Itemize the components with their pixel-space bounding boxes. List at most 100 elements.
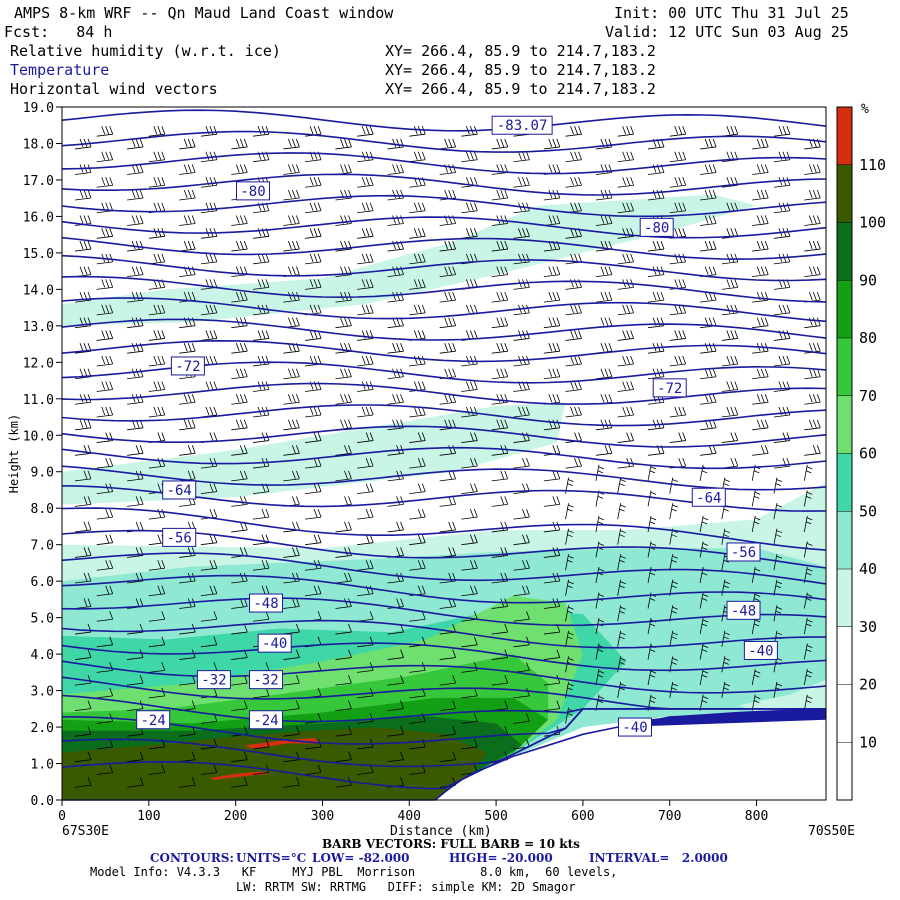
wind-barb <box>179 445 196 456</box>
colorbar-tick-label: 20 <box>859 676 877 694</box>
wind-barb <box>513 585 530 597</box>
colorbar-segment <box>837 107 852 165</box>
wind-barb <box>409 228 426 239</box>
wind-barb <box>357 304 374 316</box>
wind-barb <box>461 560 478 571</box>
wind-barb <box>409 509 426 520</box>
wind-barb <box>200 126 218 137</box>
wind-barb <box>647 317 665 329</box>
wind-barb <box>96 355 114 367</box>
colorbar-segment <box>837 222 852 281</box>
wind-barb <box>96 764 114 775</box>
contour-label-box <box>170 356 205 376</box>
temperature-contour <box>61 660 827 694</box>
wind-barb <box>669 630 678 647</box>
model-info-line2: LW: RRTM SW: RRTMG DIFF: simple KM: 2D S… <box>236 880 576 894</box>
colorbar-tick-label: 40 <box>859 560 877 578</box>
wind-barb <box>700 189 717 201</box>
wind-barb <box>773 477 783 494</box>
wind-barb <box>543 368 561 380</box>
wind-barb <box>357 126 374 137</box>
wind-barb <box>669 202 687 214</box>
wind-barb <box>305 381 322 392</box>
wind-barb <box>387 291 404 303</box>
wind-barb <box>721 681 730 698</box>
y-tick-label: 3.0 <box>31 685 54 700</box>
wind-barb <box>752 445 769 456</box>
rh-region-12 <box>739 679 826 713</box>
wind-barb <box>357 432 374 443</box>
wind-barb <box>461 177 478 188</box>
y-tick-label: 5.0 <box>31 612 54 627</box>
wind-barb <box>721 432 739 443</box>
wind-barb <box>565 279 582 290</box>
wind-barb <box>283 726 300 737</box>
wind-barb <box>335 572 352 584</box>
contours-label: CONTOURS: <box>150 851 234 865</box>
y-tick-label: 10.0 <box>23 429 54 444</box>
wind-barb <box>335 215 352 226</box>
x-tick-label: 200 <box>224 809 247 824</box>
wind-barb <box>283 547 300 558</box>
wind-barb <box>335 266 352 277</box>
wind-barb <box>148 228 166 239</box>
wind-barb <box>148 585 166 597</box>
contour-label-box <box>236 181 270 201</box>
wind-barb <box>439 215 457 226</box>
wind-barb <box>491 164 509 175</box>
left-coordinate: 67S30E <box>62 824 109 839</box>
wind-barb <box>335 649 352 660</box>
wind-barb <box>387 649 404 660</box>
wind-barb <box>409 738 426 750</box>
wind-barb <box>148 764 166 775</box>
wind-barb <box>231 138 248 150</box>
wind-barb <box>565 503 574 520</box>
wind-barb <box>179 138 196 150</box>
wind-barb <box>565 304 582 316</box>
colorbar-tick-label: 30 <box>859 618 877 636</box>
y-tick-label: 18.0 <box>23 137 54 152</box>
wind-barb <box>439 726 457 737</box>
wind-barb <box>74 547 92 558</box>
wind-barb <box>200 738 218 750</box>
wind-barb <box>461 636 478 648</box>
wind-barb <box>491 291 509 303</box>
wind-barb <box>803 592 813 609</box>
wind-barb <box>305 509 322 520</box>
wind-barb <box>461 406 478 418</box>
wind-barb <box>231 215 248 226</box>
wind-barb <box>513 253 530 265</box>
wind-barb <box>283 598 300 609</box>
wind-barb <box>231 572 248 584</box>
wind-barb <box>617 503 626 520</box>
wind-barb <box>387 726 404 737</box>
colorbar-segment <box>837 164 852 223</box>
y-axis-label: Height (km) <box>7 414 21 493</box>
wind-barb <box>127 266 144 277</box>
wind-barb <box>74 649 92 660</box>
valid-time: Valid: 12 UTC Sun 03 Aug 25 <box>605 23 849 41</box>
rh-region-9 <box>62 727 488 800</box>
wind-barb <box>127 496 144 507</box>
wind-barb <box>647 515 657 532</box>
y-tick-label: 16.0 <box>23 210 54 225</box>
wind-barb <box>96 228 114 239</box>
wind-barb <box>387 240 404 252</box>
wind-barb <box>617 579 626 596</box>
wind-barb <box>699 643 709 660</box>
wind-barb <box>595 240 613 252</box>
wind-barb <box>700 291 717 303</box>
wind-barb-layer <box>74 126 821 788</box>
wind-barb <box>543 394 561 405</box>
wind-barb <box>721 279 739 290</box>
colorbar-segment <box>837 395 852 454</box>
wind-barb <box>305 764 322 775</box>
wind-barb <box>231 623 248 635</box>
wind-barb <box>721 579 730 596</box>
wind-barb <box>543 343 561 354</box>
wind-barb <box>565 381 582 392</box>
wind-barb <box>74 291 92 303</box>
contour-label-box <box>639 217 674 237</box>
wind-barb <box>387 317 404 329</box>
contour-label-box <box>726 542 761 562</box>
